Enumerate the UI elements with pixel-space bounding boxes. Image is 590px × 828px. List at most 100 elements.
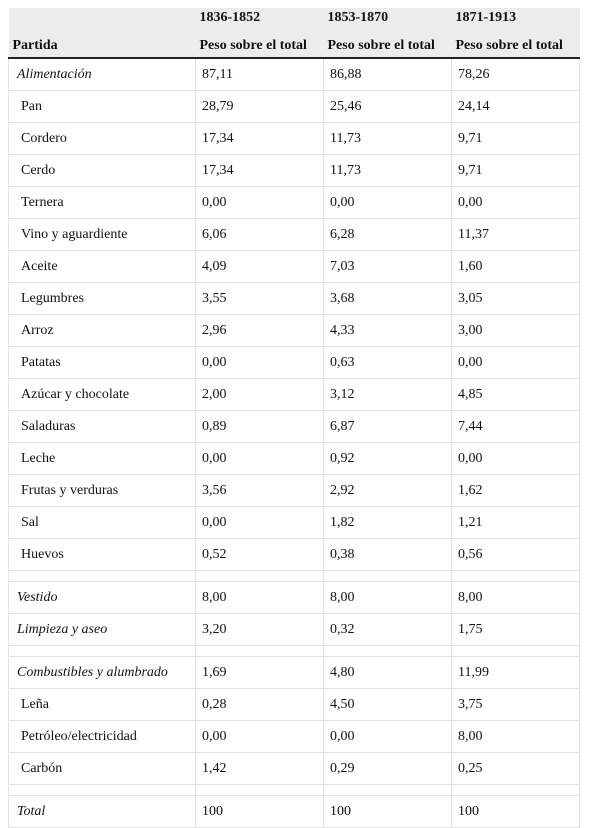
group-row: Vestido 8,00 8,00 8,00 — [8, 581, 580, 614]
cell-value: 11,99 — [451, 656, 580, 689]
row-label: Aceite — [8, 250, 196, 283]
period: 1853-1870 — [327, 10, 389, 25]
row-label: Cerdo — [8, 154, 196, 187]
spacer-cell — [8, 784, 196, 796]
period: 1836-1852 — [199, 10, 261, 25]
cell-value: 0,00 — [451, 186, 580, 219]
cell-value: 0,89 — [195, 410, 324, 443]
cell-value: 6,06 — [195, 218, 324, 251]
cell-value: 3,75 — [451, 688, 580, 721]
cell-value: 1,60 — [451, 250, 580, 283]
row-label: Legumbres — [8, 282, 196, 315]
row-label: Total — [8, 795, 196, 828]
cell-value: 28,79 — [195, 90, 324, 123]
cell-value: 4,33 — [323, 314, 452, 347]
cell-value: 4,85 — [451, 378, 580, 411]
cell-value: 6,87 — [323, 410, 452, 443]
spacer-cell — [8, 570, 196, 582]
measure: Peso sobre el total — [323, 30, 452, 59]
cell-value: 11,73 — [323, 154, 452, 187]
spacer-cell — [8, 645, 196, 657]
data-table: 1836-1852 1853-1870 1871-1913 Partida Pe… — [8, 8, 580, 828]
cell-value: 0,00 — [195, 442, 324, 475]
cell-value: 17,34 — [195, 154, 324, 187]
item-row: Huevos 0,52 0,38 0,56 — [8, 538, 580, 571]
row-label: Petróleo/electricidad — [8, 720, 196, 753]
item-row: Legumbres 3,55 3,68 3,05 — [8, 282, 580, 315]
cell-value: 17,34 — [195, 122, 324, 155]
spacer-cell — [451, 570, 580, 582]
cell-value: 0,00 — [451, 346, 580, 379]
cell-value: 3,00 — [451, 314, 580, 347]
cell-value: 0,00 — [323, 186, 452, 219]
cell-value: 1,62 — [451, 474, 580, 507]
row-label: Limpieza y aseo — [8, 613, 196, 646]
spacer-cell — [451, 784, 580, 796]
cell-value: 3,55 — [195, 282, 324, 315]
cell-value: 2,96 — [195, 314, 324, 347]
item-row: Petróleo/electricidad 0,00 0,00 8,00 — [8, 720, 580, 753]
row-label: Frutas y verduras — [8, 474, 196, 507]
item-row: Arroz 2,96 4,33 3,00 — [8, 314, 580, 347]
cell-value: 86,88 — [323, 57, 452, 91]
spacer-row — [8, 645, 580, 657]
cell-value: 24,14 — [451, 90, 580, 123]
cell-value: 4,80 — [323, 656, 452, 689]
row-label: Combustibles y alumbrado — [8, 656, 196, 689]
cell-value: 4,09 — [195, 250, 324, 283]
table-header: 1836-1852 1853-1870 1871-1913 Partida Pe… — [8, 8, 580, 59]
cell-value: 4,50 — [323, 688, 452, 721]
cell-value: 0,00 — [451, 442, 580, 475]
spacer-cell — [323, 645, 452, 657]
group-row: Total 100 100 100 — [8, 795, 580, 828]
spacer-cell — [195, 570, 324, 582]
cell-value: 25,46 — [323, 90, 452, 123]
item-row: Cordero 17,34 11,73 9,71 — [8, 122, 580, 155]
cell-value: 0,28 — [195, 688, 324, 721]
cell-value: 1,69 — [195, 656, 324, 689]
cell-value: 78,26 — [451, 57, 580, 91]
cell-value: 0,00 — [195, 720, 324, 753]
cell-value: 8,00 — [451, 581, 580, 614]
row-label: Sal — [8, 506, 196, 539]
cell-value: 3,05 — [451, 282, 580, 315]
header-cell — [9, 8, 196, 30]
row-label-header: Partida — [8, 30, 196, 59]
cell-value: 100 — [323, 795, 452, 828]
item-row: Vino y aguardiente 6,06 6,28 11,37 — [8, 218, 580, 251]
cell-value: 6,28 — [323, 218, 452, 251]
row-label: Arroz — [8, 314, 196, 347]
row-label: Saladuras — [8, 410, 196, 443]
spacer-cell — [451, 645, 580, 657]
spacer-cell — [195, 645, 324, 657]
cell-value: 9,71 — [451, 122, 580, 155]
cell-value: 7,03 — [323, 250, 452, 283]
item-row: Cerdo 17,34 11,73 9,71 — [8, 154, 580, 187]
cell-value: 11,73 — [323, 122, 452, 155]
cell-value: 100 — [451, 795, 580, 828]
spacer-row — [8, 570, 580, 582]
cell-value: 0,52 — [195, 538, 324, 571]
row-label: Leche — [8, 442, 196, 475]
row-label: Leña — [8, 688, 196, 721]
item-row: Ternera 0,00 0,00 0,00 — [8, 186, 580, 219]
cell-value: 0,00 — [195, 506, 324, 539]
cell-value: 1,42 — [195, 752, 324, 785]
cell-value: 0,00 — [195, 186, 324, 219]
cell-value: 3,56 — [195, 474, 324, 507]
item-row: Frutas y verduras 3,56 2,92 1,62 — [8, 474, 580, 507]
item-row: Sal 0,00 1,82 1,21 — [8, 506, 580, 539]
cell-value: 3,12 — [323, 378, 452, 411]
cell-value: 9,71 — [451, 154, 580, 187]
row-label: Azúcar y chocolate — [8, 378, 196, 411]
cell-value: 0,25 — [451, 752, 580, 785]
spacer-cell — [195, 784, 324, 796]
cell-value: 2,92 — [323, 474, 452, 507]
cell-value: 0,00 — [323, 720, 452, 753]
cell-value: 8,00 — [323, 581, 452, 614]
row-label: Vino y aguardiente — [8, 218, 196, 251]
row-label: Ternera — [8, 186, 196, 219]
cell-value: 0,32 — [323, 613, 452, 646]
item-row: Patatas 0,00 0,63 0,00 — [8, 346, 580, 379]
item-row: Leche 0,00 0,92 0,00 — [8, 442, 580, 475]
